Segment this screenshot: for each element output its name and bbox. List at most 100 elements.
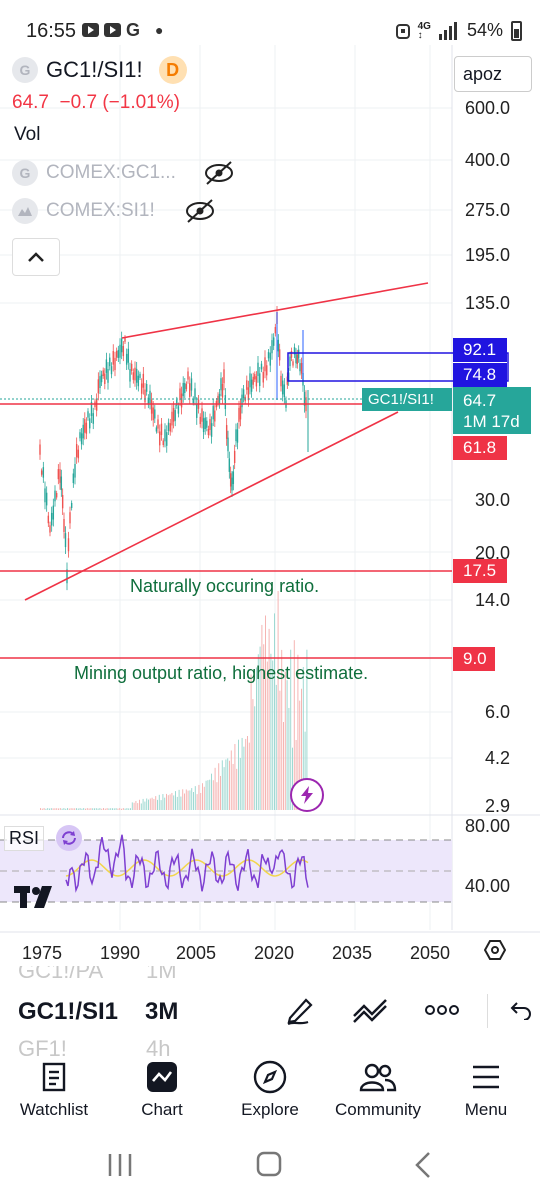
volume-bar <box>81 808 83 810</box>
candle-body <box>42 467 45 478</box>
symbol-option[interactable]: GF1! <box>18 1036 67 1056</box>
volume-bar <box>77 808 79 810</box>
sub-symbol-2[interactable]: COMEX:SI1! <box>12 198 217 224</box>
volume-bar <box>61 808 63 810</box>
candle-body <box>220 378 222 391</box>
collapse-legend-button[interactable] <box>12 238 60 276</box>
nav-community[interactable]: Community <box>324 1056 432 1120</box>
back-icon[interactable] <box>413 1151 433 1179</box>
volume-bar <box>257 654 259 810</box>
candle-body <box>79 432 81 439</box>
candle-body <box>252 376 254 385</box>
candle-body <box>99 376 101 389</box>
price-scale-label: 275.0 <box>464 200 510 220</box>
candle-body <box>210 423 213 437</box>
volume-bar <box>90 808 92 810</box>
sync-icon[interactable] <box>56 825 83 851</box>
natural-ratio-annotation[interactable]: Naturally occuring ratio. <box>130 576 320 596</box>
candle-body <box>60 476 63 491</box>
candle-body <box>97 379 100 394</box>
mining-ratio-annotation[interactable]: Mining output ratio, highest estimate. <box>74 663 369 683</box>
selected-interval[interactable]: 3M <box>145 998 179 1025</box>
chart-settings-icon[interactable] <box>484 939 506 961</box>
volume-bar <box>97 808 99 810</box>
candle-body <box>189 383 191 397</box>
volume-bar <box>290 649 292 810</box>
candle-body <box>144 389 146 403</box>
volume-bar <box>146 798 148 810</box>
interval-option[interactable]: 1M <box>146 966 177 983</box>
candle-body <box>241 394 243 408</box>
symbol-legend[interactable]: G GC1!/SI1! D <box>12 56 187 84</box>
candle-body <box>149 390 151 404</box>
network-type-icon: 4G ↕ <box>417 20 431 41</box>
candle-body <box>66 569 68 584</box>
candle-body <box>297 349 300 359</box>
nav-explore[interactable]: Explore <box>216 1056 324 1120</box>
interval-picker[interactable]: GC1!/PA 1M GC1!/SI1 3M GF1! 4h <box>0 966 540 1056</box>
candle-body <box>250 379 253 392</box>
volume-bar <box>52 808 54 810</box>
interval-option[interactable]: 4h <box>146 1036 171 1056</box>
bottom-navigation: Watchlist Chart Explore Community Menu <box>0 1056 540 1126</box>
symbol-title[interactable]: GC1!/SI1! <box>46 57 143 82</box>
draw-tool-button[interactable] <box>280 990 320 1030</box>
recent-apps-icon[interactable] <box>106 1152 136 1178</box>
candle-body <box>212 405 214 420</box>
nav-label: Chart <box>141 1100 183 1119</box>
more-tools-button[interactable] <box>422 990 462 1030</box>
candle-body <box>57 469 60 480</box>
candle-body <box>152 407 154 421</box>
volume-bar <box>196 794 198 810</box>
candle-body <box>67 538 70 552</box>
battery-icon <box>511 20 522 41</box>
nav-label: Explore <box>241 1100 299 1119</box>
eye-hidden-icon[interactable] <box>202 160 236 186</box>
volume-bar <box>241 737 243 810</box>
candle-body <box>174 410 176 421</box>
volume-bar <box>133 802 135 810</box>
rsi-legend[interactable]: RSI <box>4 825 83 851</box>
candle-body <box>159 431 161 446</box>
candlesticks <box>39 306 309 591</box>
volume-bar <box>126 808 128 810</box>
candle-body <box>262 371 264 383</box>
price-scale-label: 20.0 <box>474 543 510 563</box>
range-rectangle <box>287 352 509 382</box>
nav-chart[interactable]: Chart <box>108 1056 216 1120</box>
price-chart[interactable] <box>0 0 540 940</box>
time-axis[interactable]: 1975 1990 2005 2020 2035 2050 <box>0 935 540 967</box>
volume-bar <box>112 808 113 810</box>
candle-body <box>260 363 263 370</box>
eye-hidden-icon[interactable] <box>183 198 217 224</box>
delayed-data-badge[interactable]: D <box>158 56 187 84</box>
volume-bar <box>256 667 257 810</box>
gold-logo-icon: G <box>12 160 38 186</box>
home-icon[interactable] <box>256 1151 284 1179</box>
nav-watchlist[interactable]: Watchlist <box>0 1056 108 1120</box>
candle-body <box>272 337 275 346</box>
axis-mode-button[interactable]: apoz <box>454 56 532 92</box>
price-change: −0.7 <box>59 92 98 113</box>
volume-bar <box>261 624 263 810</box>
undo-button[interactable] <box>505 990 535 1030</box>
sub-symbol-1[interactable]: G COMEX:GC1... <box>12 160 236 186</box>
price-scale-label: 30.0 <box>474 490 510 510</box>
nav-menu[interactable]: Menu <box>432 1056 540 1120</box>
selected-symbol[interactable]: GC1!/SI1 <box>18 998 119 1025</box>
candle-body <box>119 344 121 358</box>
tradingview-logo[interactable] <box>14 884 64 915</box>
volume-indicator-label[interactable]: Vol <box>14 124 41 145</box>
trendline-tool-button[interactable] <box>350 990 390 1030</box>
volume-bar <box>209 779 211 810</box>
symbol-option[interactable]: GC1!/PA <box>18 966 104 983</box>
candle-body <box>155 427 158 432</box>
candle-body <box>247 387 250 401</box>
candle-body <box>160 423 163 436</box>
candle-body <box>166 432 168 446</box>
volume-bar <box>70 808 72 810</box>
candle-body <box>281 380 284 395</box>
candle-body <box>95 399 98 411</box>
flash-icon[interactable] <box>290 778 324 812</box>
volume-bar <box>205 780 207 810</box>
